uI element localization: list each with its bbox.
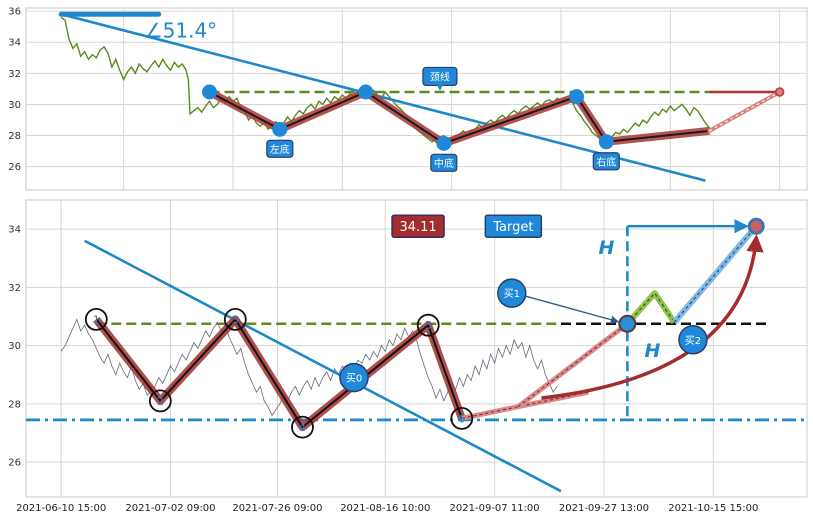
bottom-target-point [747,217,765,235]
top-pattern-point [598,134,614,150]
bottom-x-tick-label: 2021-07-02 09:00 [125,503,215,514]
top-projection-end [774,87,785,97]
bottom-recovery-dash [461,391,589,419]
top-angle-label: ∠51.4° [145,19,217,43]
bottom-pullback-zigzag-dash [626,292,675,325]
bottom-x-tick-label: 2021-07-26 09:00 [232,503,322,514]
top-pattern-point [436,135,452,151]
bottom-plot-content: 1 2 3 4 5 6 H H 买0 买1 买2 34.11 Target [26,214,807,493]
top-pattern-point [358,84,374,100]
bottom-point-label: 1 [93,313,100,326]
bottom-point-circle [291,415,314,439]
bottom-height-label-1: H [598,237,614,259]
top-y-axis: 26 28 30 32 34 36 [8,7,21,174]
bottom-y-tick-label: 28 [8,399,21,410]
top-point-callout [592,152,620,171]
top-point-label: 右底 [596,155,616,168]
top-y-tick-label: 26 [8,162,21,173]
bottom-y-tick-label: 26 [8,458,21,469]
buy-callout-label: 买1 [504,288,520,300]
target-value: 34.11 [399,220,436,235]
top-y-tick-label: 28 [8,131,21,142]
buy-1-pointer [525,295,620,324]
top-pattern-point [202,84,218,100]
top-y-tick-label: 32 [8,69,21,80]
buy-callout-label: 买2 [685,335,701,347]
neckline-callout-label: 颈线 [430,70,450,83]
top-point-label: 左底 [270,143,290,156]
bottom-plot-area [25,199,808,498]
bottom-point-label: 6 [458,412,465,425]
bottom-x-tick-label: 2021-08-16 10:00 [340,503,430,514]
bottom-point-label: 3 [232,313,239,326]
bottom-x-tick-label: 2021-09-07 11:00 [450,503,540,514]
bottom-pattern-line [95,318,463,429]
target-label-box [484,214,543,238]
buy-callout [497,278,527,308]
bottom-target-line [671,224,759,325]
buy-callout-label: 买0 [346,373,362,385]
bottom-breakout-leg-dash [517,323,628,408]
bottom-point-circle [84,307,108,331]
bottom-point-label: 2 [157,395,164,408]
bottom-x-tick-label: 2021-09-27 13:00 [559,503,649,514]
buy-callout [339,362,369,393]
top-projection-dash [709,91,780,132]
top-y-tick-label: 36 [8,7,21,18]
top-y-tick-label: 30 [8,100,21,111]
buy-callout [678,325,708,355]
bottom-y-tick-label: 34 [8,225,21,236]
target-label: Target [492,220,533,235]
bottom-x-axis: 2021-06-10 15:00 2021-07-02 09:00 2021-07-… [16,503,758,514]
top-pattern-point [569,89,585,105]
top-pattern-point [272,121,288,137]
bottom-x-tick-label: 2021-10-15 15:00 [668,503,758,514]
buy-point-1-marker [618,314,637,333]
bottom-point-label: 5 [425,319,432,332]
target-value-box [391,214,445,238]
bottom-point-circle [450,406,474,430]
bottom-y-axis: 26 28 30 32 34 [8,225,21,469]
bottom-point-circle [416,313,440,337]
top-grid [26,8,807,190]
bottom-point-circle [223,307,247,331]
top-y-tick-label: 34 [8,38,21,49]
bottom-height-label-2: H [645,340,661,362]
top-point-label: 中底 [434,157,454,170]
bottom-trendline [83,239,562,493]
bottom-y-tick-label: 32 [8,283,21,294]
bottom-y-tick-label: 30 [8,341,21,352]
bottom-x-tick-label: 2021-06-10 15:00 [16,503,106,514]
bottom-point-label: 4 [299,421,306,434]
top-point-callout [266,139,294,158]
bottom-point-circle [148,389,172,413]
top-point-callout [430,153,458,172]
